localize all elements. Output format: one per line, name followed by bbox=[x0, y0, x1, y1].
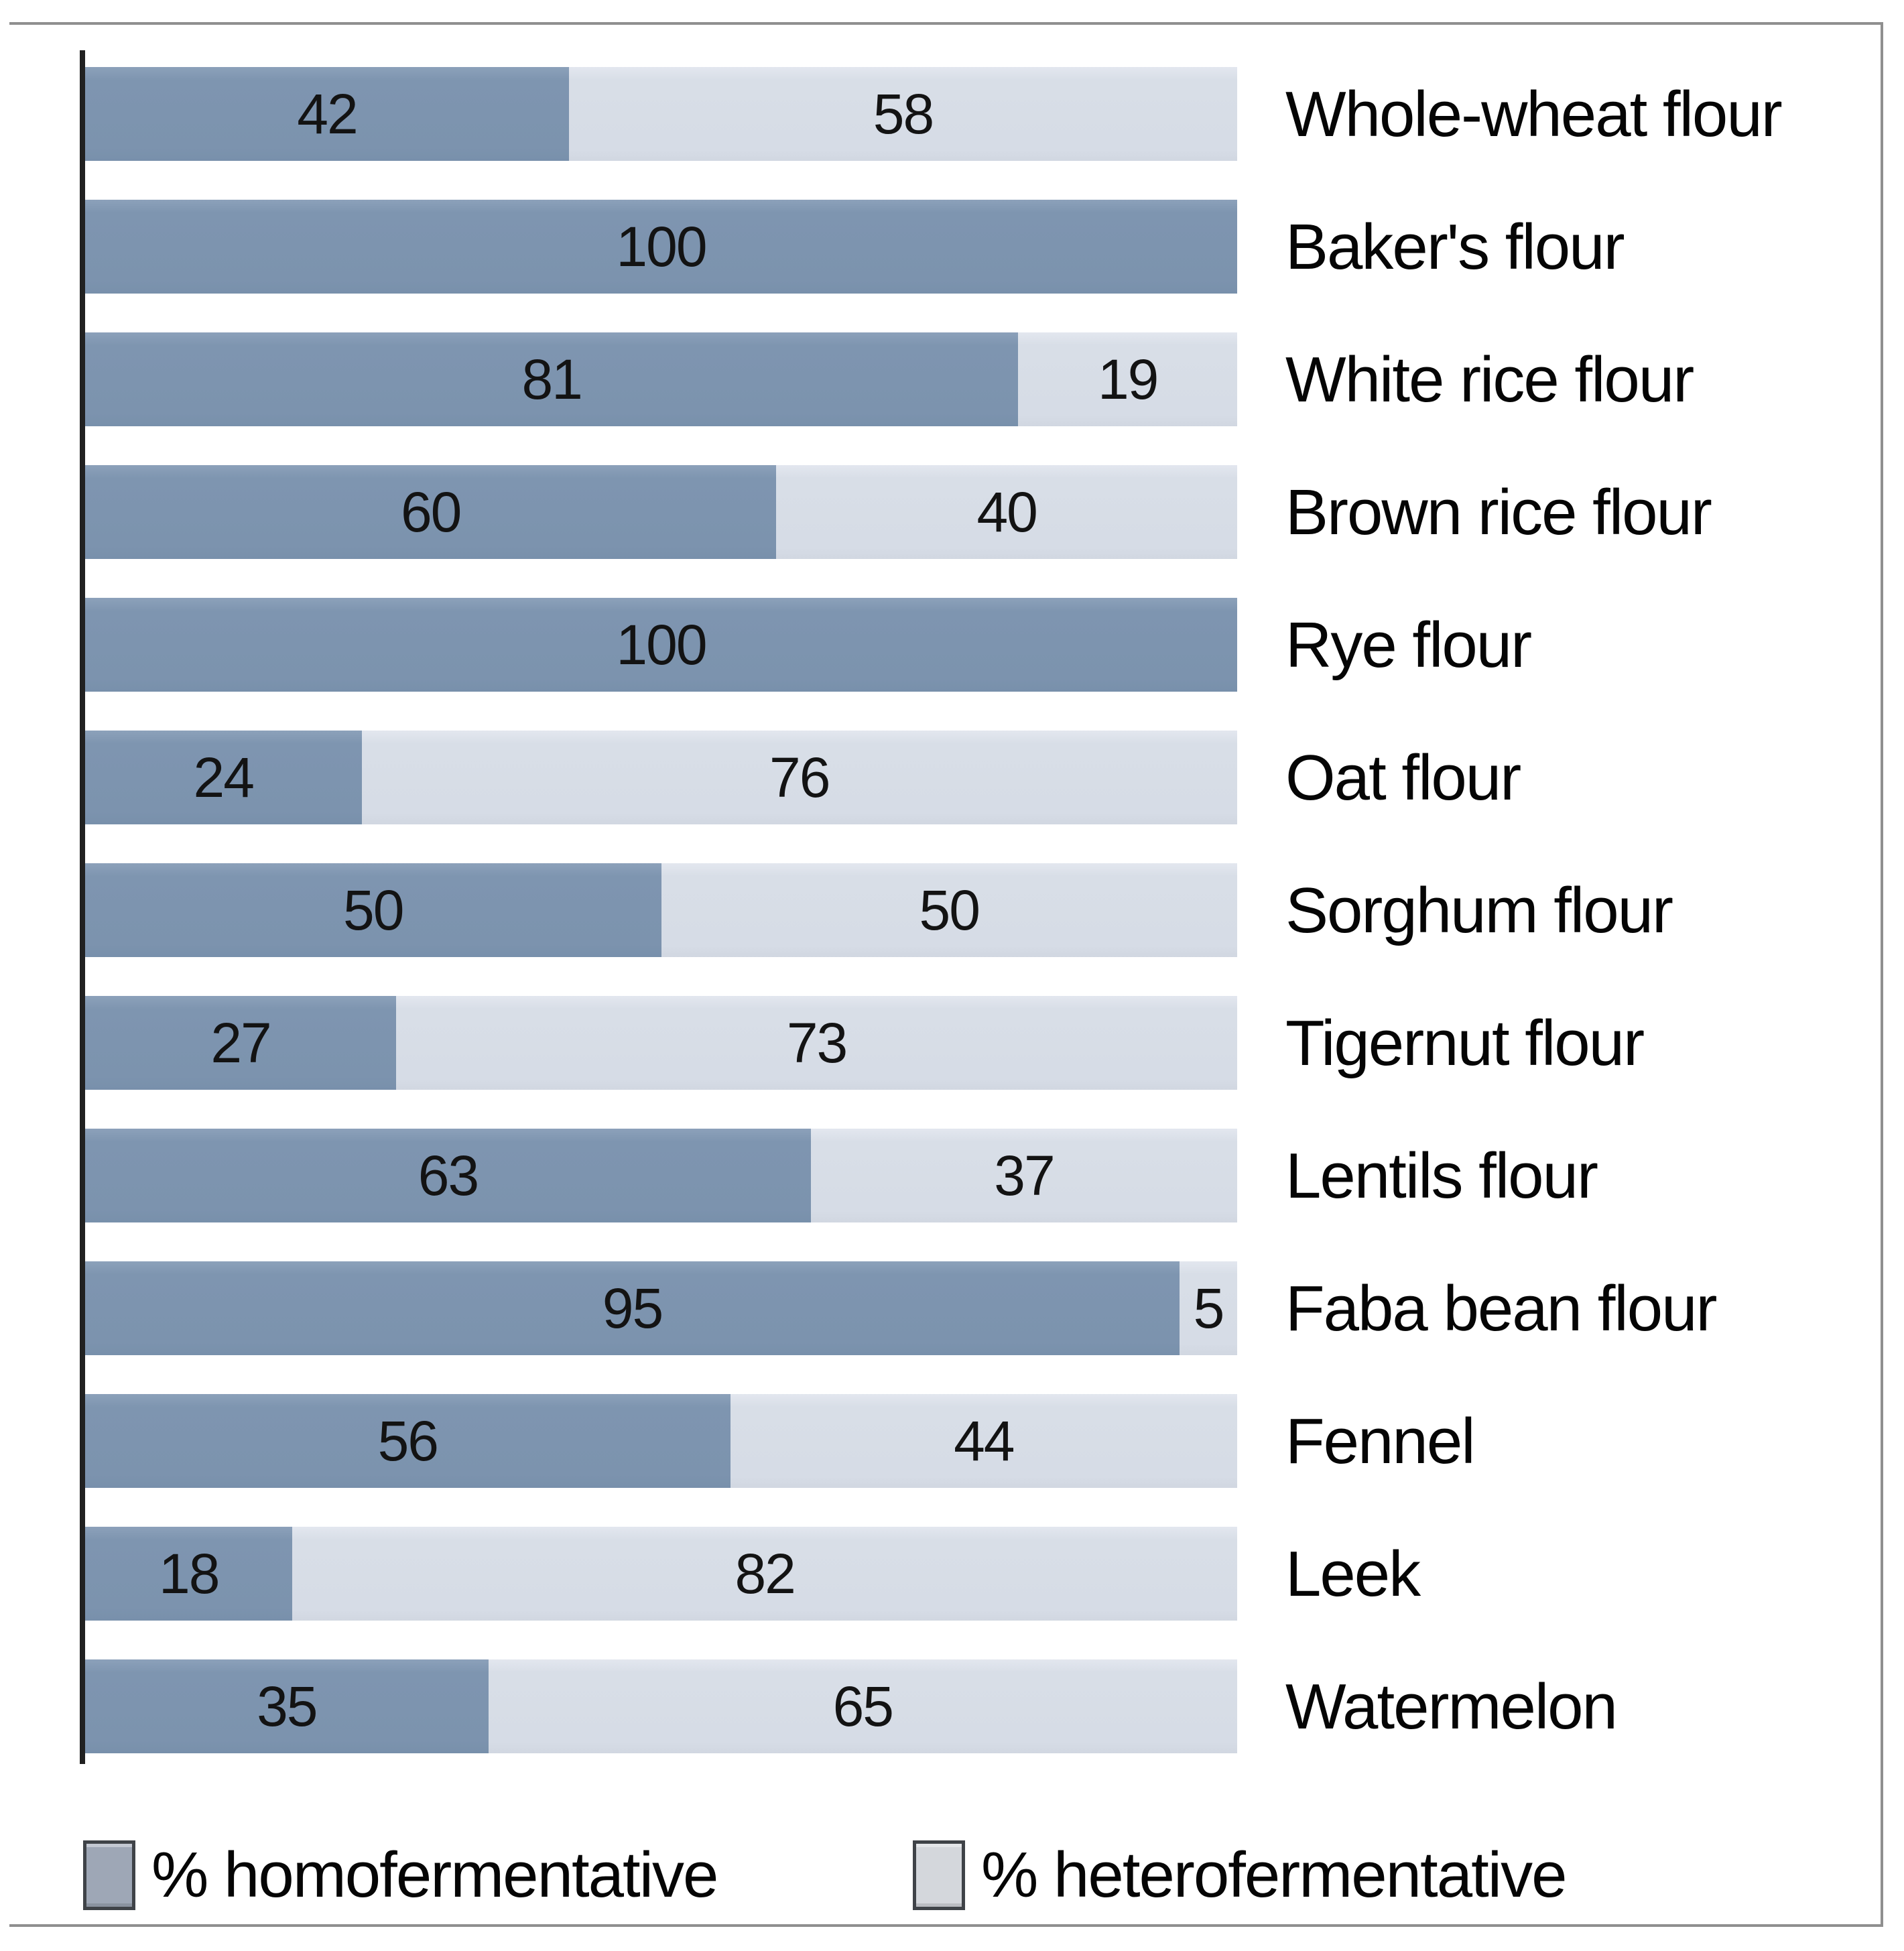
segment-value-label: 5 bbox=[1193, 1276, 1225, 1340]
homofermentative-segment: 56 bbox=[85, 1394, 731, 1488]
segment-value-label: 100 bbox=[616, 613, 707, 676]
category-label: Oat flour bbox=[1285, 742, 1521, 814]
segment-value-label: 100 bbox=[616, 214, 707, 278]
stacked-bar: 95 5 bbox=[85, 1261, 1237, 1355]
homofermentative-segment: 18 bbox=[85, 1527, 293, 1621]
homofermentative-segment: 60 bbox=[85, 465, 777, 559]
homofermentative-segment: 35 bbox=[85, 1659, 489, 1753]
category-label: Baker's flour bbox=[1285, 211, 1625, 283]
homofermentative-segment: 63 bbox=[85, 1129, 811, 1222]
stacked-bar: 24 76 bbox=[85, 731, 1237, 824]
stacked-bar: 50 50 bbox=[85, 863, 1237, 957]
stacked-bar: 42 58 bbox=[85, 67, 1237, 161]
segment-value-label: 63 bbox=[418, 1143, 479, 1207]
heterofermentative-segment: 5 bbox=[1180, 1261, 1237, 1355]
homofermentative-segment: 50 bbox=[85, 863, 661, 957]
stacked-bar: 18 82 bbox=[85, 1527, 1237, 1621]
segment-value-label: 40 bbox=[976, 480, 1037, 544]
stacked-bar: 60 40 bbox=[85, 465, 1237, 559]
bar-row: 81 19 White rice flour bbox=[85, 332, 1694, 426]
legend-item-heterofermentative: % heterofermentative bbox=[913, 1836, 1567, 1914]
heterofermentative-segment: 76 bbox=[361, 731, 1237, 824]
segment-value-label: 56 bbox=[377, 1409, 439, 1472]
category-label: Sorghum flour bbox=[1285, 875, 1673, 946]
bar-rows-container: 42 58 Whole-wheat flour 100 Baker's flour 81 1… bbox=[85, 67, 1783, 1792]
legend-swatch-homofermentative bbox=[83, 1840, 135, 1910]
segment-value-label: 37 bbox=[994, 1143, 1055, 1207]
legend-label-homofermentative: % homofermentative bbox=[151, 1839, 718, 1911]
homofermentative-segment: 42 bbox=[85, 67, 569, 161]
heterofermentative-segment: 82 bbox=[292, 1527, 1237, 1621]
heterofermentative-segment: 58 bbox=[568, 67, 1237, 161]
bar-row: 18 82 Leek bbox=[85, 1527, 1421, 1621]
legend-label-heterofermentative: % heterofermentative bbox=[981, 1839, 1567, 1911]
heterofermentative-segment: 65 bbox=[488, 1659, 1237, 1753]
bar-row: 35 65 Watermelon bbox=[85, 1659, 1618, 1753]
stacked-bar: 100 bbox=[85, 598, 1237, 692]
y-axis-line bbox=[80, 50, 85, 1764]
bar-row: 60 40 Brown rice flour bbox=[85, 465, 1712, 559]
bar-row: 24 76 Oat flour bbox=[85, 731, 1521, 824]
heterofermentative-segment: 50 bbox=[661, 863, 1237, 957]
homofermentative-segment: 81 bbox=[85, 332, 1019, 426]
bar-row: 50 50 Sorghum flour bbox=[85, 863, 1673, 957]
segment-value-label: 65 bbox=[832, 1674, 894, 1738]
stacked-bar: 100 bbox=[85, 200, 1237, 294]
bar-row: 56 44 Fennel bbox=[85, 1394, 1476, 1488]
segment-value-label: 19 bbox=[1097, 347, 1159, 411]
bar-row: 27 73 Tigernut flour bbox=[85, 996, 1645, 1090]
legend-item-homofermentative: % homofermentative bbox=[83, 1836, 718, 1914]
homofermentative-segment: 100 bbox=[85, 598, 1237, 692]
segment-value-label: 44 bbox=[954, 1409, 1015, 1472]
segment-value-label: 35 bbox=[257, 1674, 318, 1738]
segment-value-label: 50 bbox=[343, 878, 404, 942]
segment-value-label: 73 bbox=[786, 1011, 848, 1074]
category-label: Rye flour bbox=[1285, 609, 1532, 681]
legend: % homofermentative % heterofermentative bbox=[0, 1836, 1904, 1914]
bar-row: 100 Rye flour bbox=[85, 598, 1532, 692]
legend-swatch-heterofermentative bbox=[913, 1840, 965, 1910]
segment-value-label: 58 bbox=[873, 82, 934, 145]
segment-value-label: 18 bbox=[158, 1541, 220, 1605]
segment-value-label: 27 bbox=[210, 1011, 271, 1074]
category-label: Brown rice flour bbox=[1285, 477, 1712, 548]
stacked-bar: 35 65 bbox=[85, 1659, 1237, 1753]
heterofermentative-segment: 19 bbox=[1018, 332, 1237, 426]
homofermentative-segment: 24 bbox=[85, 731, 362, 824]
category-label: Tigernut flour bbox=[1285, 1007, 1645, 1079]
heterofermentative-segment: 44 bbox=[730, 1394, 1237, 1488]
segment-value-label: 76 bbox=[769, 745, 830, 809]
stacked-bar: 81 19 bbox=[85, 332, 1237, 426]
segment-value-label: 60 bbox=[400, 480, 462, 544]
segment-value-label: 81 bbox=[521, 347, 582, 411]
segment-value-label: 24 bbox=[193, 745, 255, 809]
bar-row: 100 Baker's flour bbox=[85, 200, 1625, 294]
stacked-bar: 63 37 bbox=[85, 1129, 1237, 1222]
homofermentative-segment: 27 bbox=[85, 996, 397, 1090]
category-label: Whole-wheat flour bbox=[1285, 78, 1783, 150]
heterofermentative-segment: 37 bbox=[810, 1129, 1237, 1222]
heterofermentative-segment: 40 bbox=[776, 465, 1237, 559]
homofermentative-segment: 100 bbox=[85, 200, 1237, 294]
bar-row: 42 58 Whole-wheat flour bbox=[85, 67, 1783, 161]
segment-value-label: 42 bbox=[297, 82, 358, 145]
bar-row: 63 37 Lentils flour bbox=[85, 1129, 1598, 1222]
stacked-bar: 27 73 bbox=[85, 996, 1237, 1090]
category-label: Lentils flour bbox=[1285, 1140, 1598, 1212]
figure-frame-border bbox=[9, 22, 1883, 1927]
segment-value-label: 95 bbox=[602, 1276, 663, 1340]
stacked-bar: 56 44 bbox=[85, 1394, 1237, 1488]
segment-value-label: 50 bbox=[919, 878, 980, 942]
category-label: Faba bean flour bbox=[1285, 1273, 1717, 1344]
category-label: Leek bbox=[1285, 1538, 1421, 1610]
category-label: White rice flour bbox=[1285, 344, 1694, 416]
segment-value-label: 82 bbox=[735, 1541, 796, 1605]
category-label: Fennel bbox=[1285, 1405, 1476, 1477]
heterofermentative-segment: 73 bbox=[396, 996, 1237, 1090]
bar-row: 95 5 Faba bean flour bbox=[85, 1261, 1717, 1355]
homofermentative-segment: 95 bbox=[85, 1261, 1180, 1355]
category-label: Watermelon bbox=[1285, 1671, 1618, 1743]
